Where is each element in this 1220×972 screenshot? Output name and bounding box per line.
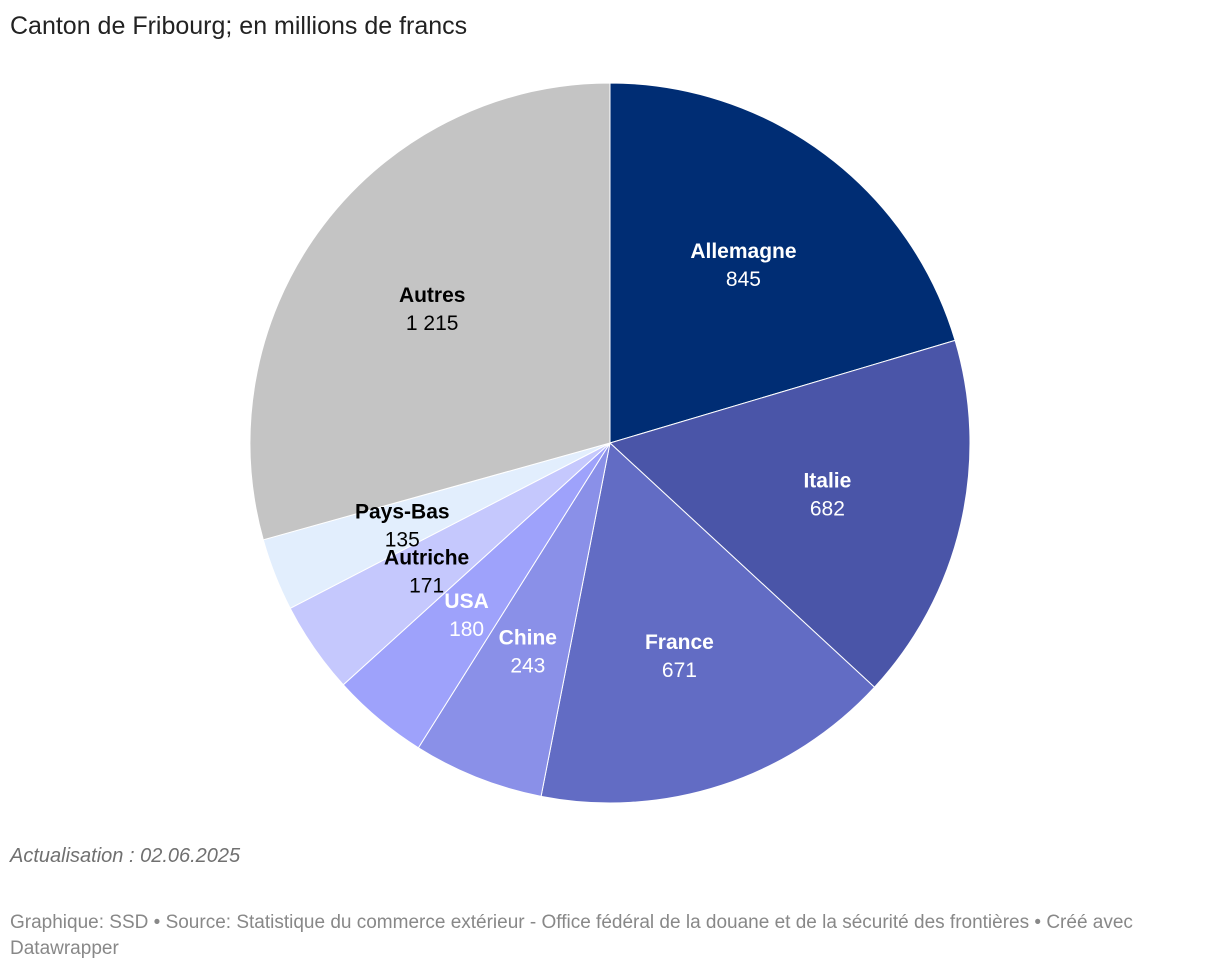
slice-name: France [645, 631, 714, 654]
slice-name: USA [444, 590, 488, 613]
slice-name: Italie [803, 470, 851, 493]
slice-value: 1 215 [406, 312, 459, 335]
pie-slice-chine [417, 442, 611, 797]
update-note: Actualisation : 02.06.2025 [10, 845, 241, 867]
chart-title: Canton de Fribourg; en millions de franc… [10, 12, 468, 40]
slice-name: Autriche [384, 546, 469, 569]
slice-name: Allemagne [690, 240, 796, 263]
slice-value: 243 [510, 655, 545, 678]
slice-label-autres: Autres 1 215 [399, 284, 466, 335]
slice-name: Chine [499, 627, 557, 650]
pie-slice-autres [249, 82, 611, 541]
slice-label-allemagne: Allemagne 845 [690, 240, 796, 291]
slice-value: 682 [810, 498, 845, 521]
slice-label-chine: Chine 243 [499, 627, 557, 678]
slice-value: 171 [409, 574, 444, 597]
pie-slice-allemagne [609, 82, 956, 444]
slice-label-autriche: Autriche 171 [384, 546, 469, 597]
slice-label-usa: USA 180 [444, 590, 488, 641]
slice-name: Pays-Bas [355, 501, 450, 524]
slice-value: 671 [662, 659, 697, 682]
slice-name: Autres [399, 284, 466, 307]
pie-slice-france [540, 442, 876, 804]
pie-chart: Allemagne 845 Italie 682 France 671 Chine 243 US… [249, 82, 971, 804]
pie-slice-italie [609, 339, 971, 688]
slice-value: 180 [449, 618, 484, 641]
slice-label-italie: Italie 682 [803, 470, 851, 521]
slice-value: 845 [726, 268, 761, 291]
slice-value: 135 [385, 529, 420, 552]
slice-label-france: France 671 [645, 631, 714, 682]
slice-label-pays-bas: Pays-Bas 135 [355, 501, 450, 552]
credits: Graphique: SSD • Source: Statistique du … [10, 912, 1133, 959]
